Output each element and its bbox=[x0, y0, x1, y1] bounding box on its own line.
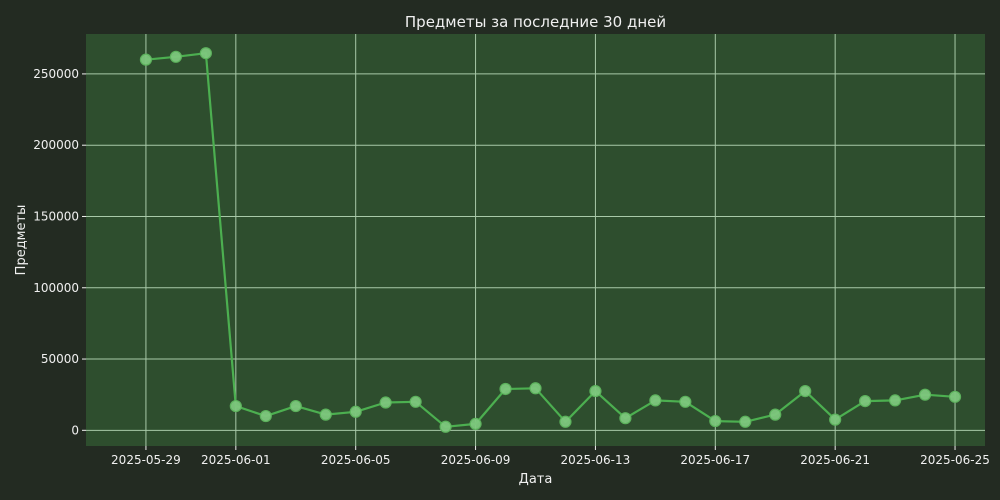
x-axis-ticks: 2025-05-29 2025-06-01 2025-06-05 2025-06-09… bbox=[111, 446, 990, 467]
data-point bbox=[709, 414, 722, 428]
x-tick-label: 2025-05-29 bbox=[111, 453, 181, 467]
data-point bbox=[619, 412, 632, 425]
data-point bbox=[739, 415, 752, 428]
data-point bbox=[529, 382, 542, 395]
x-tick-label: 2025-06-13 bbox=[561, 453, 631, 467]
data-point bbox=[679, 395, 692, 408]
y-axis-ticks: 0 50000 100000 150000 200000 250000 bbox=[33, 67, 86, 437]
data-point bbox=[319, 408, 332, 421]
data-point bbox=[829, 413, 842, 426]
data-point bbox=[499, 382, 512, 396]
data-point bbox=[948, 390, 962, 403]
data-point bbox=[589, 385, 602, 398]
y-tick-label: 100000 bbox=[33, 281, 79, 295]
chart-title: Предметы за последние 30 дней bbox=[405, 13, 666, 31]
x-tick-label: 2025-06-25 bbox=[920, 453, 990, 467]
data-point bbox=[888, 394, 902, 407]
y-axis-label: Предметы bbox=[14, 205, 29, 276]
y-tick-label: 200000 bbox=[33, 138, 79, 152]
data-point bbox=[799, 385, 812, 398]
data-point bbox=[199, 47, 212, 60]
data-point bbox=[349, 405, 362, 418]
y-tick-label: 150000 bbox=[33, 209, 79, 223]
data-point bbox=[918, 388, 932, 401]
x-tick-label: 2025-06-21 bbox=[800, 453, 870, 467]
data-point bbox=[859, 394, 872, 408]
data-point bbox=[289, 399, 302, 413]
x-axis-label: Дата bbox=[519, 472, 553, 487]
x-tick-label: 2025-06-09 bbox=[441, 453, 511, 467]
x-tick-label: 2025-06-17 bbox=[680, 453, 750, 467]
data-point bbox=[649, 394, 662, 407]
y-tick-label: 250000 bbox=[33, 67, 79, 81]
data-point bbox=[439, 420, 452, 433]
data-point bbox=[769, 408, 782, 421]
grid-lines bbox=[86, 34, 985, 446]
y-tick-label: 0 bbox=[71, 423, 79, 437]
x-tick-label: 2025-06-05 bbox=[321, 453, 391, 467]
data-point bbox=[229, 399, 242, 413]
y-tick-label: 50000 bbox=[41, 352, 79, 366]
data-point bbox=[409, 395, 422, 408]
data-point bbox=[169, 50, 182, 63]
data-point bbox=[259, 409, 272, 423]
data-point bbox=[379, 396, 392, 409]
data-point bbox=[139, 53, 153, 66]
data-point bbox=[559, 415, 572, 428]
series-line bbox=[145, 52, 956, 428]
series-markers bbox=[139, 47, 962, 433]
x-tick-label: 2025-06-01 bbox=[201, 453, 271, 467]
data-point bbox=[469, 417, 482, 431]
series-polyline bbox=[145, 52, 956, 428]
